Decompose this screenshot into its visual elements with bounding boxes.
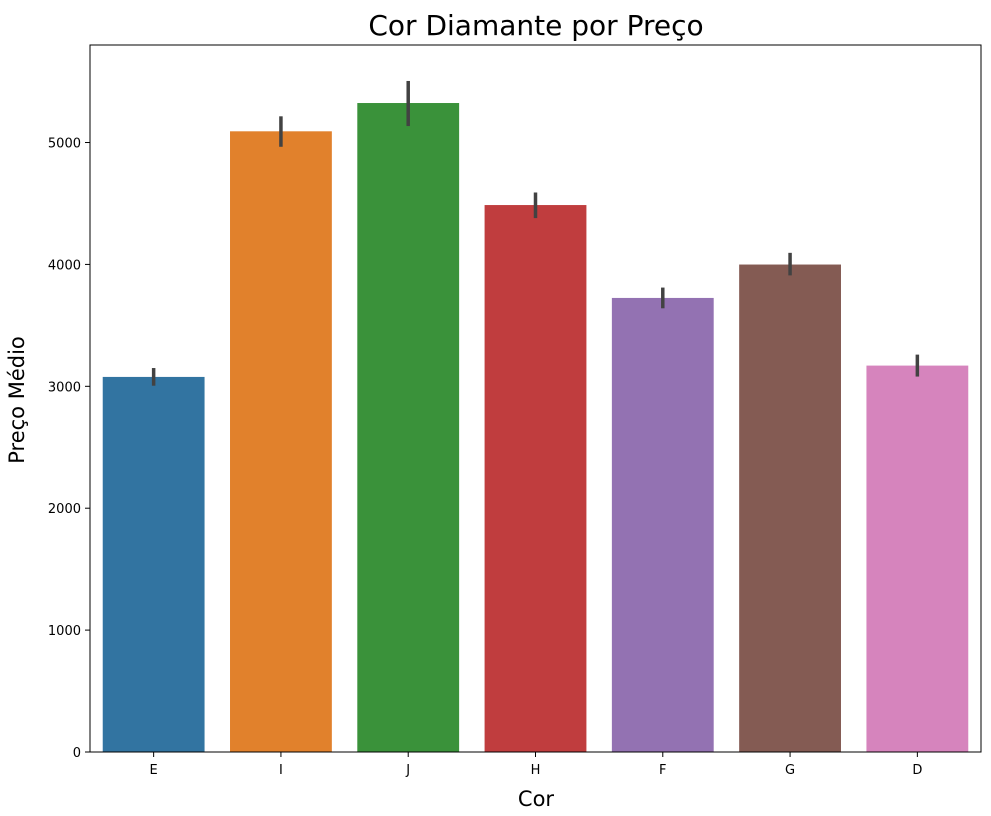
plot-frame [89,44,982,753]
bar-E [102,376,205,752]
x-tick-label: H [531,763,541,778]
y-axis-label: Preço Médio [5,336,29,464]
bar-I [230,131,332,753]
x-axis-label: Cor [518,787,555,811]
x-tick-label: G [785,763,795,778]
bar-F [611,297,714,752]
y-axis-ticks: 0 1000 2000 3000 4000 5000 [48,137,90,761]
y-tick-label: 5000 [48,137,81,152]
y-tick-label: 2000 [48,502,81,517]
error-bars-group [151,80,920,386]
bars-group [102,103,969,753]
y-tick-label: 1000 [48,624,81,639]
y-tick-label: 0 [73,746,81,761]
bar-G [739,264,841,752]
x-tick-label: J [405,763,410,778]
bar-J [357,103,460,752]
bar-D [866,365,969,752]
x-tick-label: D [912,763,922,778]
y-tick-label: 4000 [48,258,81,273]
y-tick-label: 3000 [48,380,81,395]
x-tick-label: I [279,763,283,778]
x-tick-label: E [150,763,158,778]
x-tick-label: F [659,763,666,778]
chart-title: Cor Diamante por Preço [368,9,703,42]
bar-H [484,205,587,752]
